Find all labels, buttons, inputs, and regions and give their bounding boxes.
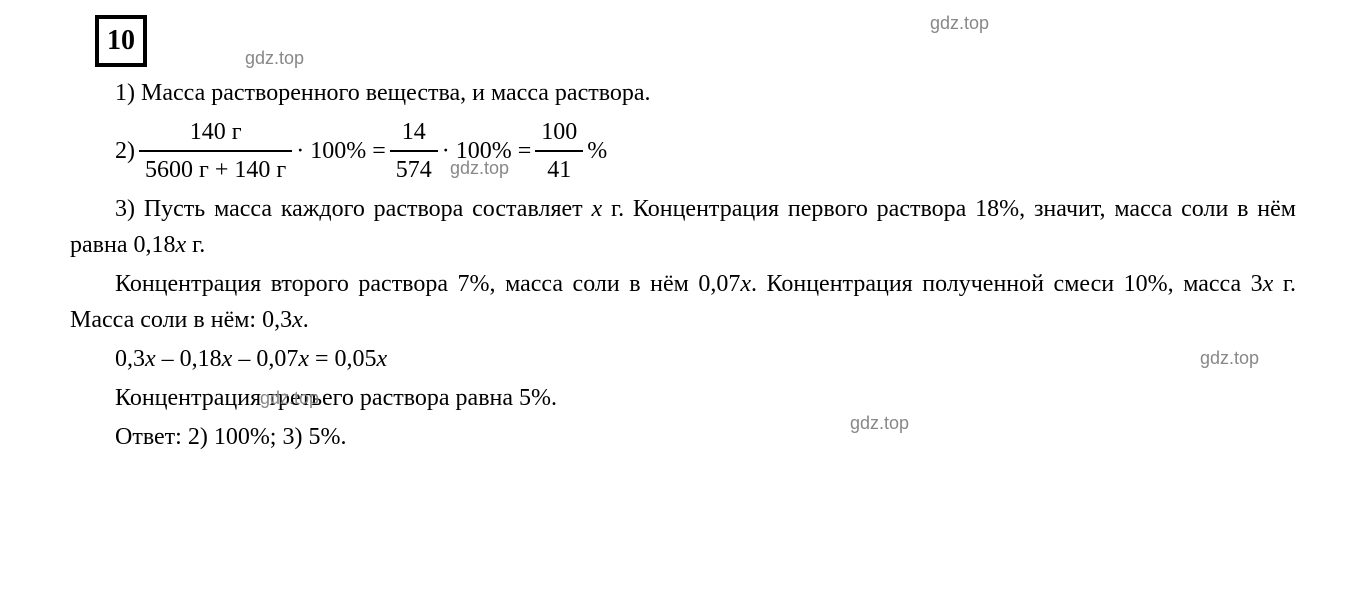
line5-x2: x [222, 346, 233, 372]
line5-c: – 0,07 [232, 346, 298, 372]
line3-c: г. [186, 232, 205, 258]
line-1: 1) Масса растворенного вещества, и масса… [70, 75, 1296, 111]
watermark: gdz.top [245, 45, 304, 72]
fraction-1: 140 г 5600 г + 140 г [139, 114, 292, 188]
formula-line: 2) 140 г 5600 г + 140 г · 100% = 14 574 … [115, 114, 1296, 188]
line4-d: . [303, 307, 309, 333]
line4-x: x [740, 271, 751, 297]
line4-a: Концентрация второго раствора 7%, масса … [115, 271, 740, 297]
line5-a: 0,3 [115, 346, 145, 372]
line5-x3: x [298, 346, 309, 372]
frac1-den: 5600 г + 140 г [139, 152, 292, 188]
line5-x4: x [377, 346, 388, 372]
line4-x3: x [292, 307, 303, 333]
line4-x2: x [1263, 271, 1274, 297]
problem-number: 10 [95, 15, 147, 67]
mult-2: · 100% = [442, 133, 532, 169]
mult-1: · 100% = [296, 133, 386, 169]
formula-tail: % [587, 133, 607, 169]
frac2-den: 574 [390, 152, 438, 188]
frac2-num: 14 [390, 114, 438, 152]
line5-d: = 0,05 [309, 346, 377, 372]
formula-label: 2) [115, 133, 135, 169]
watermark: gdz.top [930, 10, 989, 37]
fraction-3: 100 41 [535, 114, 583, 188]
line-6: Концентрация третьего раствора равна 5%. [70, 380, 1296, 416]
line3-x2: x [175, 232, 186, 258]
solution-content: 1) Масса растворенного вещества, и масса… [70, 75, 1296, 455]
line-5: 0,3x – 0,18x – 0,07x = 0,05x [70, 341, 1296, 377]
line-3: 3) Пусть масса каждого раствора составля… [70, 191, 1296, 263]
frac3-den: 41 [535, 152, 583, 188]
frac3-num: 100 [535, 114, 583, 152]
line5-b: – 0,18 [156, 346, 222, 372]
line-7-answer: Ответ: 2) 100%; 3) 5%. [70, 419, 1296, 455]
line4-b: . Концентрация полученной смеси 10%, мас… [751, 271, 1263, 297]
fraction-2: 14 574 [390, 114, 438, 188]
line3-a: 3) Пусть масса каждого раствора составля… [115, 196, 591, 222]
line5-x1: x [145, 346, 156, 372]
line-4: Концентрация второго раствора 7%, масса … [70, 266, 1296, 338]
line3-x1: x [591, 196, 602, 222]
frac1-num: 140 г [139, 114, 292, 152]
